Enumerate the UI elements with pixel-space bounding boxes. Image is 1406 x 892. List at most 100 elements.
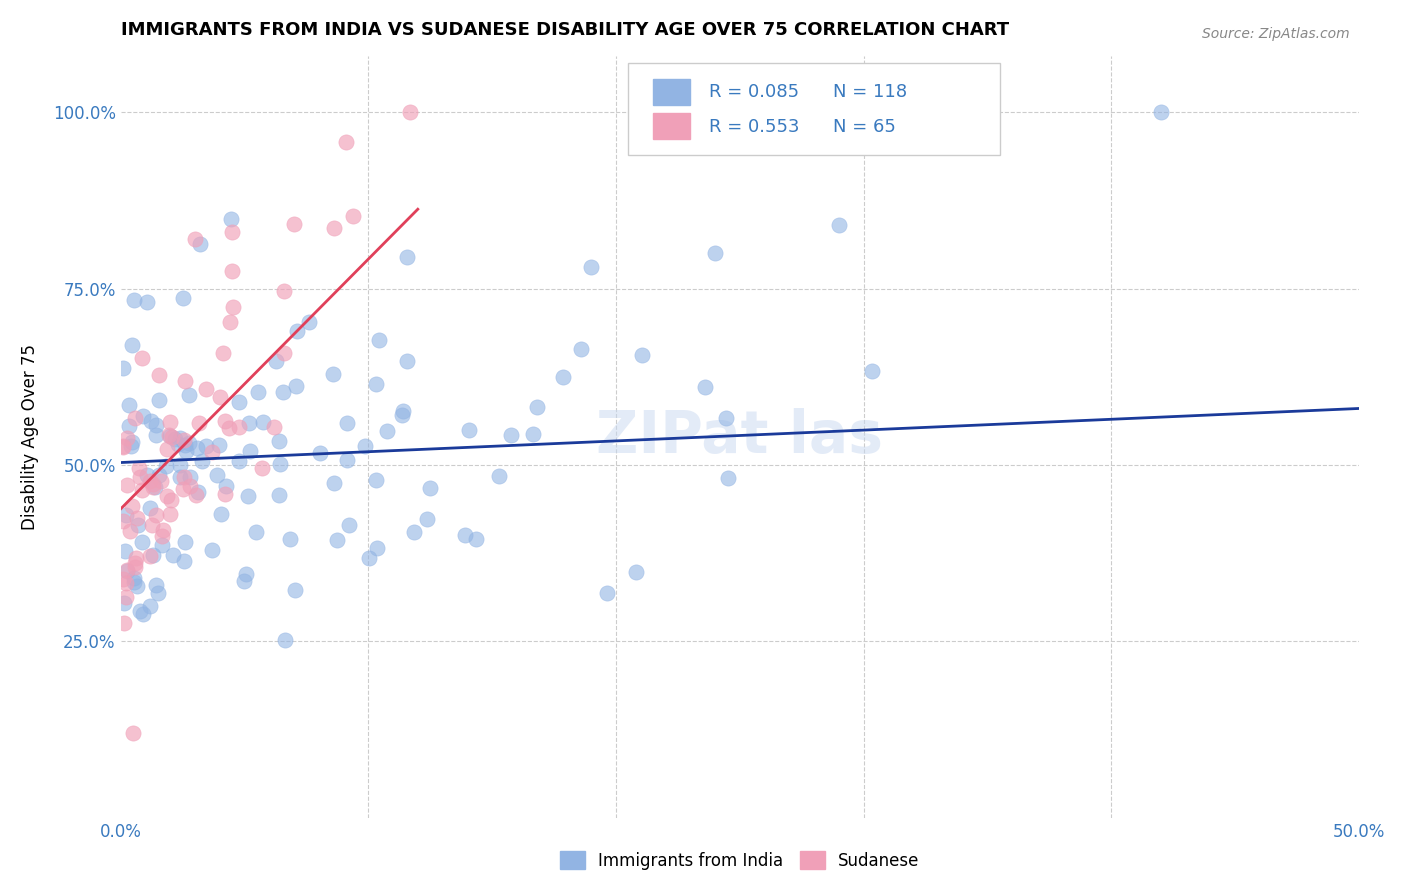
- Immigrants from India: [112, 361, 135, 376]
- Immigrants from India: [139, 599, 162, 614]
- Immigrants from India: [145, 418, 167, 433]
- Immigrants from India: [194, 439, 217, 453]
- Sudanese: [214, 414, 236, 428]
- Sudanese: [211, 346, 233, 360]
- Immigrants from India: [221, 212, 243, 227]
- Sudanese: [173, 433, 195, 447]
- Sudanese: [335, 136, 357, 150]
- Text: ZIPat las: ZIPat las: [596, 409, 883, 465]
- Sudanese: [120, 524, 142, 539]
- Sudanese: [218, 421, 240, 435]
- Sudanese: [150, 529, 173, 543]
- Sudanese: [228, 420, 250, 434]
- Bar: [654, 78, 690, 105]
- Immigrants from India: [188, 237, 211, 252]
- Immigrants from India: [131, 409, 153, 423]
- Sudanese: [218, 315, 240, 329]
- Sudanese: [149, 474, 172, 488]
- Immigrants from India: [117, 418, 139, 433]
- Immigrants from India: [145, 480, 167, 494]
- Sudanese: [221, 264, 243, 278]
- Sudanese: [342, 209, 364, 223]
- Sudanese: [155, 489, 177, 503]
- Immigrants from India: [132, 607, 155, 622]
- Sudanese: [159, 415, 181, 429]
- Sudanese: [145, 508, 167, 523]
- Immigrants from India: [366, 377, 388, 392]
- Immigrants from India: [267, 434, 290, 449]
- Sudanese: [200, 445, 222, 459]
- Immigrants from India: [232, 574, 254, 588]
- Immigrants from India: [162, 548, 184, 562]
- Sudanese: [173, 469, 195, 483]
- Sudanese: [114, 575, 136, 590]
- Immigrants from India: [631, 349, 654, 363]
- Immigrants from India: [465, 533, 488, 547]
- Immigrants from India: [135, 467, 157, 482]
- Immigrants from India: [215, 478, 238, 492]
- Sudanese: [122, 726, 145, 740]
- Immigrants from India: [309, 446, 332, 460]
- Immigrants from India: [238, 443, 260, 458]
- Sudanese: [263, 419, 285, 434]
- Sudanese: [128, 470, 150, 484]
- Immigrants from India: [208, 438, 231, 452]
- Sudanese: [179, 479, 201, 493]
- Immigrants from India: [142, 549, 165, 563]
- Immigrants from India: [366, 473, 388, 487]
- Sudanese: [127, 511, 149, 525]
- Immigrants from India: [336, 417, 359, 431]
- Immigrants from India: [396, 251, 419, 265]
- Immigrants from India: [357, 550, 380, 565]
- Sudanese: [157, 427, 180, 442]
- Immigrants from India: [155, 459, 177, 474]
- Immigrants from India: [112, 596, 135, 610]
- Immigrants from India: [269, 458, 291, 472]
- Sudanese: [159, 507, 181, 521]
- Y-axis label: Disability Age Over 75: Disability Age Over 75: [21, 343, 39, 530]
- Immigrants from India: [368, 333, 391, 347]
- Bar: [654, 112, 690, 139]
- Immigrants from India: [271, 385, 294, 400]
- Immigrants from India: [173, 554, 195, 568]
- Sudanese: [160, 430, 183, 444]
- Immigrants from India: [322, 367, 344, 381]
- Immigrants from India: [246, 384, 269, 399]
- Immigrants from India: [177, 387, 200, 401]
- Immigrants from India: [278, 532, 301, 546]
- Sudanese: [142, 480, 165, 494]
- Sudanese: [115, 431, 138, 445]
- Immigrants from India: [191, 453, 214, 467]
- Immigrants from India: [323, 476, 346, 491]
- Sudanese: [209, 390, 232, 404]
- Sudanese: [131, 483, 153, 498]
- Immigrants from India: [353, 439, 375, 453]
- Text: IMMIGRANTS FROM INDIA VS SUDANESE DISABILITY AGE OVER 75 CORRELATION CHART: IMMIGRANTS FROM INDIA VS SUDANESE DISABI…: [121, 21, 1008, 39]
- Immigrants from India: [579, 260, 602, 275]
- Immigrants from India: [267, 488, 290, 502]
- Immigrants from India: [693, 380, 716, 394]
- Immigrants from India: [148, 468, 170, 483]
- Sudanese: [156, 442, 179, 457]
- Text: R = 0.085: R = 0.085: [709, 83, 799, 102]
- Sudanese: [187, 417, 209, 431]
- Immigrants from India: [139, 414, 162, 428]
- Immigrants from India: [169, 470, 191, 484]
- Sudanese: [131, 351, 153, 366]
- Immigrants from India: [336, 452, 359, 467]
- Immigrants from India: [704, 246, 727, 260]
- Sudanese: [173, 375, 195, 389]
- Immigrants from India: [124, 571, 146, 585]
- Sudanese: [112, 572, 135, 586]
- FancyBboxPatch shape: [628, 63, 1000, 154]
- Sudanese: [125, 550, 148, 565]
- Sudanese: [139, 549, 162, 563]
- Immigrants from India: [419, 481, 441, 495]
- Sudanese: [115, 563, 138, 577]
- Immigrants from India: [285, 324, 308, 338]
- Sudanese: [252, 461, 274, 475]
- Immigrants from India: [201, 542, 224, 557]
- Immigrants from India: [115, 508, 138, 522]
- Immigrants from India: [285, 378, 308, 392]
- Immigrants from India: [596, 586, 619, 600]
